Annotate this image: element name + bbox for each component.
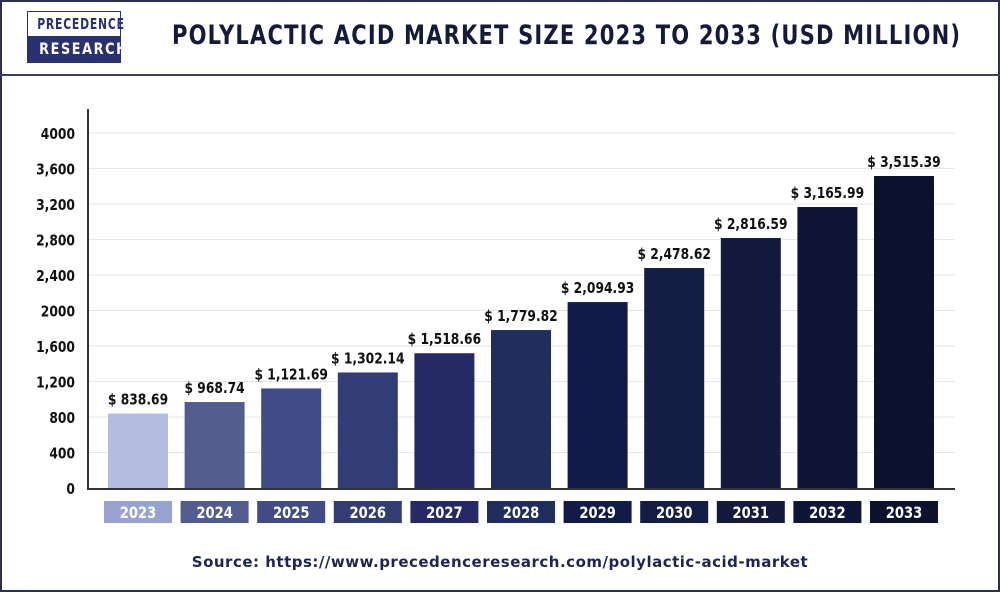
bar-2031 — [720, 238, 781, 488]
y-tick-label: 2,800 — [36, 232, 75, 249]
bar-2023 — [108, 413, 168, 488]
data-label: $ 2,094.93 — [561, 280, 634, 297]
data-label: $ 838.69 — [108, 391, 168, 408]
y-tick-label: 400 — [49, 445, 75, 462]
logo: PRECEDENCE RESEARCH — [27, 11, 127, 63]
data-label: $ 1,518.66 — [408, 331, 481, 348]
x-tick-label: 2024 — [196, 504, 233, 523]
x-tick-label: 2027 — [426, 504, 463, 523]
x-label-box — [716, 501, 785, 523]
logo-line1: PRECEDENCE — [37, 12, 124, 36]
x-label-box — [104, 501, 172, 523]
x-label-box — [793, 501, 862, 523]
source-text: Source: https://www.precedenceresearch.c… — [191, 553, 809, 571]
bar-2030 — [644, 268, 705, 488]
data-label: $ 2,478.62 — [637, 246, 710, 263]
x-tick-label: 2032 — [809, 504, 846, 523]
data-label: $ 3,515.39 — [867, 154, 940, 171]
data-label: $ 1,302.14 — [331, 350, 404, 367]
y-tick-label: 3,200 — [36, 197, 75, 214]
bar-2033 — [874, 176, 934, 488]
x-tick-label: 2029 — [579, 504, 616, 523]
y-tick-label: 0 — [66, 481, 75, 498]
y-tick-label: 3,600 — [36, 161, 75, 178]
x-tick-label: 2028 — [503, 504, 540, 523]
x-tick-label: 2030 — [656, 504, 693, 523]
x-label-box — [180, 501, 249, 523]
y-tick-label: 800 — [49, 410, 75, 427]
y-tick-label: 2,400 — [36, 268, 75, 285]
x-tick-label: 2031 — [733, 504, 770, 523]
data-label: $ 1,779.82 — [484, 308, 557, 325]
x-label-box — [333, 501, 402, 523]
y-tick-label: 1,600 — [36, 339, 75, 356]
x-label-box — [563, 501, 632, 523]
x-tick-label: 2025 — [273, 504, 310, 523]
bar-2032 — [797, 207, 858, 489]
bar-2027 — [414, 353, 475, 488]
logo-line2: RESEARCH — [39, 39, 129, 58]
bar-2025 — [261, 388, 322, 488]
data-label: $ 968.74 — [184, 380, 244, 397]
x-label-box — [257, 501, 326, 523]
bar-2024 — [184, 402, 245, 488]
bar-2028 — [491, 330, 551, 488]
header: PRECEDENCE RESEARCH POLYLACTIC ACID MARK… — [0, 0, 1000, 76]
data-label: $ 2,816.59 — [714, 216, 787, 233]
x-tick-label: 2033 — [886, 504, 923, 523]
x-tick-label: 2023 — [120, 504, 157, 523]
bar-2029 — [567, 302, 628, 488]
data-label: $ 1,121.69 — [254, 366, 327, 383]
x-label-box — [487, 501, 555, 523]
x-label-box — [870, 501, 938, 523]
y-tick-label: 2000 — [41, 303, 75, 320]
bar-2026 — [337, 372, 398, 488]
y-tick-label: 1,200 — [36, 374, 75, 391]
x-label-box — [410, 501, 479, 523]
data-label: $ 3,165.99 — [791, 185, 864, 202]
x-label-box — [640, 501, 709, 523]
x-tick-label: 2026 — [350, 504, 387, 523]
y-tick-label: 4000 — [41, 126, 75, 143]
chart-title: POLYLACTIC ACID MARKET SIZE 2023 TO 2033… — [172, 20, 962, 51]
